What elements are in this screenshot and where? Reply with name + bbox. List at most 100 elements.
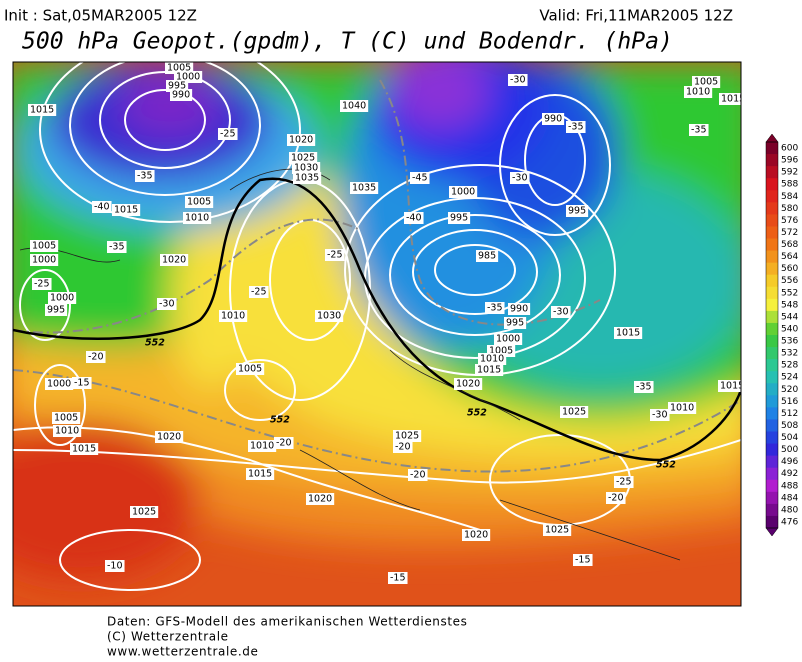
label-background xyxy=(160,254,189,266)
label-background xyxy=(70,443,99,455)
temperature-label: -15 xyxy=(74,378,90,389)
colorbar-swatch xyxy=(766,335,778,348)
valid-time: Valid: Fri,11MAR2005 12Z xyxy=(539,7,733,25)
colorbar-label: 484 xyxy=(781,493,798,503)
colorbar-label: 500 xyxy=(781,445,798,455)
isobar-label: 1025 xyxy=(395,431,419,442)
label-background xyxy=(510,172,530,184)
label-background xyxy=(560,406,589,418)
label-background xyxy=(289,152,318,164)
label-background xyxy=(476,250,499,262)
label-background xyxy=(614,327,643,339)
isobar-label: 1015 xyxy=(616,328,640,339)
label-background xyxy=(668,402,697,414)
isobar-label: 990 xyxy=(510,304,528,315)
colorbar-swatch xyxy=(766,407,778,420)
isobar-label: 1000 xyxy=(496,334,520,345)
label-background xyxy=(315,310,344,322)
label-background xyxy=(248,440,277,452)
colorbar-label: 572 xyxy=(781,228,798,238)
label-background xyxy=(719,93,741,105)
label-background xyxy=(52,412,81,424)
label-background xyxy=(306,493,335,505)
colorbar-label: 520 xyxy=(781,385,798,395)
label-background xyxy=(689,124,709,136)
label-background xyxy=(287,134,316,146)
colorbar-swatch xyxy=(766,274,778,288)
label-background xyxy=(393,430,422,442)
isobar-label: 1030 xyxy=(294,163,318,174)
label-background xyxy=(45,304,68,316)
temperature-label: -15 xyxy=(390,573,406,584)
isobar-label: 995 xyxy=(568,206,586,217)
isobar-label: 1000 xyxy=(50,293,74,304)
colorbar-swatch xyxy=(766,238,778,252)
map-frame xyxy=(12,61,742,607)
isobar-label: 1010 xyxy=(670,403,694,414)
label-background xyxy=(157,298,177,310)
colorbar-swatch xyxy=(766,479,778,493)
isobar-label: 1015 xyxy=(30,105,54,116)
colorbar-label: 488 xyxy=(781,481,798,491)
map-title: 500 hPa Geopot.(gpdm), T (C) und Bodendr… xyxy=(22,29,673,55)
init-time: Init : Sat,05MAR2005 12Z xyxy=(4,7,197,25)
label-background xyxy=(566,121,586,133)
label-background xyxy=(475,364,504,376)
label-background xyxy=(30,254,59,266)
colorbar-swatch xyxy=(766,310,778,324)
colorbar-swatch xyxy=(766,262,778,276)
colorbar-label: 564 xyxy=(781,252,798,262)
footer-line: Daten: GFS-Modell des amerikanischen Wet… xyxy=(107,615,468,629)
label-background xyxy=(478,353,507,365)
isobar-label: 1015 xyxy=(721,94,745,105)
label-background xyxy=(185,196,214,208)
label-background xyxy=(543,524,572,536)
footer-line: www.wetterzentrale.de xyxy=(107,645,259,659)
colorbar-label: 504 xyxy=(781,433,798,443)
isobar-label: 1020 xyxy=(456,379,480,390)
colorbar-label: 596 xyxy=(781,156,798,166)
isobar-label: 1025 xyxy=(291,153,315,164)
temperature-label: -25 xyxy=(34,279,50,290)
colorbar-swatch xyxy=(766,202,778,215)
colorbar-label: 524 xyxy=(781,373,798,383)
label-background xyxy=(606,492,626,504)
label-background xyxy=(340,100,369,112)
colorbar-label: 588 xyxy=(781,180,798,190)
label-background xyxy=(614,476,634,488)
isobar-label: 1000 xyxy=(32,255,56,266)
isobar-label: 1005 xyxy=(489,346,513,357)
isobar-label: 1035 xyxy=(352,183,376,194)
temperature-label: -20 xyxy=(608,493,624,504)
colorbar-swatch xyxy=(766,166,778,179)
thickness-label: 552 xyxy=(467,408,487,419)
isobar-label: 1010 xyxy=(55,426,79,437)
colorbar-label: 480 xyxy=(781,505,798,515)
label-background xyxy=(325,249,345,261)
label-background xyxy=(566,205,589,217)
label-background xyxy=(684,86,713,98)
isobar-label: 995 xyxy=(168,81,186,92)
colorbar-label: 576 xyxy=(781,216,798,226)
colorbar-label: 552 xyxy=(781,288,798,298)
temperature-label: -25 xyxy=(220,129,236,140)
temperature-label: -15 xyxy=(575,555,591,566)
label-background xyxy=(448,212,471,224)
colorbar-swatch xyxy=(766,154,778,167)
isobar-label: 1000 xyxy=(451,187,475,198)
colorbar-swatch xyxy=(766,431,778,445)
colorbar-swatch xyxy=(766,383,778,396)
isobar-label: 1020 xyxy=(162,255,186,266)
isobar-label: 1015 xyxy=(477,365,501,376)
isobar-label: 1025 xyxy=(132,507,156,518)
thickness-label: 552 xyxy=(145,338,165,349)
isobar-label: 1005 xyxy=(238,364,262,375)
thickness-label: 552 xyxy=(656,460,676,471)
colorbar-label: 496 xyxy=(781,457,798,467)
label-background xyxy=(72,377,92,389)
label-background xyxy=(485,302,505,314)
temperature-label: -35 xyxy=(487,303,503,314)
label-background xyxy=(274,437,294,449)
colorbar-top-cap xyxy=(765,133,779,143)
